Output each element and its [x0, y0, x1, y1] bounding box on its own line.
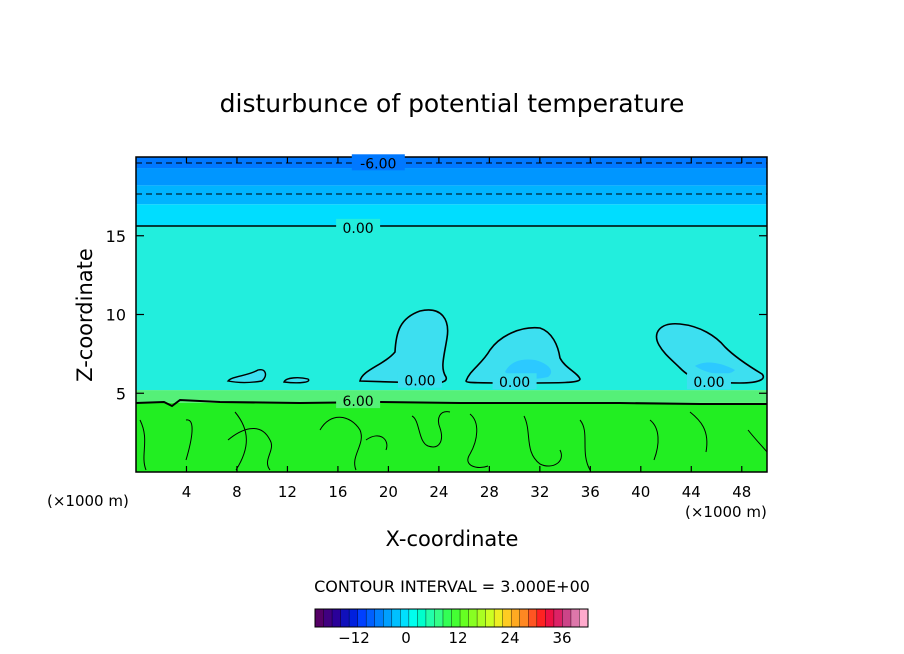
colorbar-swatch [434, 609, 444, 627]
contour-label-gap [336, 392, 381, 409]
colorbar-frame [314, 608, 589, 628]
x-tick-label: 32 [530, 483, 549, 501]
x-tick-label: 20 [379, 483, 398, 501]
colorbar-tick-label: 12 [448, 629, 467, 647]
colorbar-swatch [502, 609, 512, 627]
bubble-inner-3 [695, 362, 735, 375]
colorbar-swatch [477, 609, 487, 627]
colorbar-swatch [468, 609, 478, 627]
contour-label-gap [351, 154, 405, 171]
colorbar-swatch [545, 609, 555, 627]
layer-4 [136, 185, 767, 205]
colorbar-swatch [442, 609, 452, 627]
x-tick-label: 48 [732, 483, 751, 501]
contour-label-gap [686, 373, 731, 390]
small-bubble-2 [283, 377, 310, 384]
colorbar-swatch [366, 609, 376, 627]
y-tick-label: 10 [106, 306, 126, 325]
contour-label: 0.00 [404, 374, 435, 390]
temperature-layers [136, 157, 767, 472]
colorbar-swatch [357, 609, 367, 627]
contour-label: 0.00 [343, 221, 374, 237]
colorbar-swatch [332, 609, 342, 627]
colorbar: −12 0 12 24 36 [314, 608, 589, 647]
colorbar-swatch [400, 609, 410, 627]
y-axis-label: Z-coordinate [73, 248, 97, 382]
x-tick-label: 40 [631, 483, 650, 501]
contour-label: -6.00 [360, 156, 396, 172]
colorbar-swatch [562, 609, 572, 627]
contour-label: 6.00 [343, 394, 374, 410]
contour-labels: -6.00 0.00 0.00 0.00 0.00 6.00 [336, 154, 731, 410]
layer-3 [136, 204, 767, 227]
x-tick-label: 8 [232, 483, 242, 501]
x-unit-left: (×1000 m) [47, 492, 129, 510]
colorbar-swatch [417, 609, 427, 627]
layer-1 [136, 390, 767, 403]
x-tick-label: 16 [328, 483, 347, 501]
colorbar-swatch [315, 609, 325, 627]
colorbar-tick-label: 24 [500, 629, 519, 647]
colorbar-swatch [425, 609, 435, 627]
x-tick-label: 4 [182, 483, 192, 501]
chart-title: disturbunce of potential temperature [220, 89, 685, 118]
contour-label-gap [397, 371, 442, 388]
x-axis-label: X-coordinate [386, 527, 519, 551]
small-bubble-1 [226, 368, 267, 384]
colorbar-swatch [349, 609, 359, 627]
contour-label-gap [492, 373, 537, 390]
colorbar-swatch [494, 609, 504, 627]
contour-label-gap [336, 218, 381, 235]
x-unit-right: (×1000 m) [685, 503, 767, 521]
plot-area [136, 157, 767, 472]
colorbar-swatch [391, 609, 401, 627]
colorbar-swatch [579, 609, 589, 627]
colorbar-swatch [528, 609, 538, 627]
x-axis: 4 8 12 16 20 24 28 32 36 40 44 48 [182, 157, 751, 501]
x-tick-label: 36 [581, 483, 600, 501]
colorbar-tick-label: 36 [552, 629, 571, 647]
colorbar-swatch [570, 609, 580, 627]
contour-interval-label: CONTOUR INTERVAL = 3.000E+00 [314, 577, 590, 596]
bubble-contour-3 [655, 323, 765, 384]
x-tick-label: 12 [278, 483, 297, 501]
colorbar-swatch [460, 609, 470, 627]
colorbar-swatch [323, 609, 333, 627]
colorbar-swatch [340, 609, 350, 627]
x-tick-label: 24 [429, 483, 448, 501]
layer-2 [136, 226, 767, 391]
colorbar-swatch [383, 609, 393, 627]
colorbar-swatch [451, 609, 461, 627]
x-tick-label: 28 [480, 483, 499, 501]
lower-contour-lines [139, 411, 767, 471]
colorbar-swatch [408, 609, 418, 627]
layer-5 [136, 168, 767, 186]
colorbar-swatch [553, 609, 563, 627]
y-tick-label: 5 [116, 384, 126, 403]
contour-label: 0.00 [499, 375, 530, 391]
y-tick-label: 15 [106, 227, 126, 246]
bubble-contour-1 [359, 309, 449, 385]
colorbar-swatch [519, 609, 529, 627]
colorbar-tick-label: −12 [338, 629, 370, 647]
colorbar-tick-label: 0 [401, 629, 411, 647]
contour-label: 0.00 [693, 375, 724, 391]
colorbar-swatch [536, 609, 546, 627]
y-axis: 5 10 15 [106, 227, 767, 403]
colorbar-swatch [511, 609, 521, 627]
x-tick-label: 44 [682, 483, 701, 501]
colorbar-swatch [485, 609, 495, 627]
colorbar-swatch [374, 609, 384, 627]
